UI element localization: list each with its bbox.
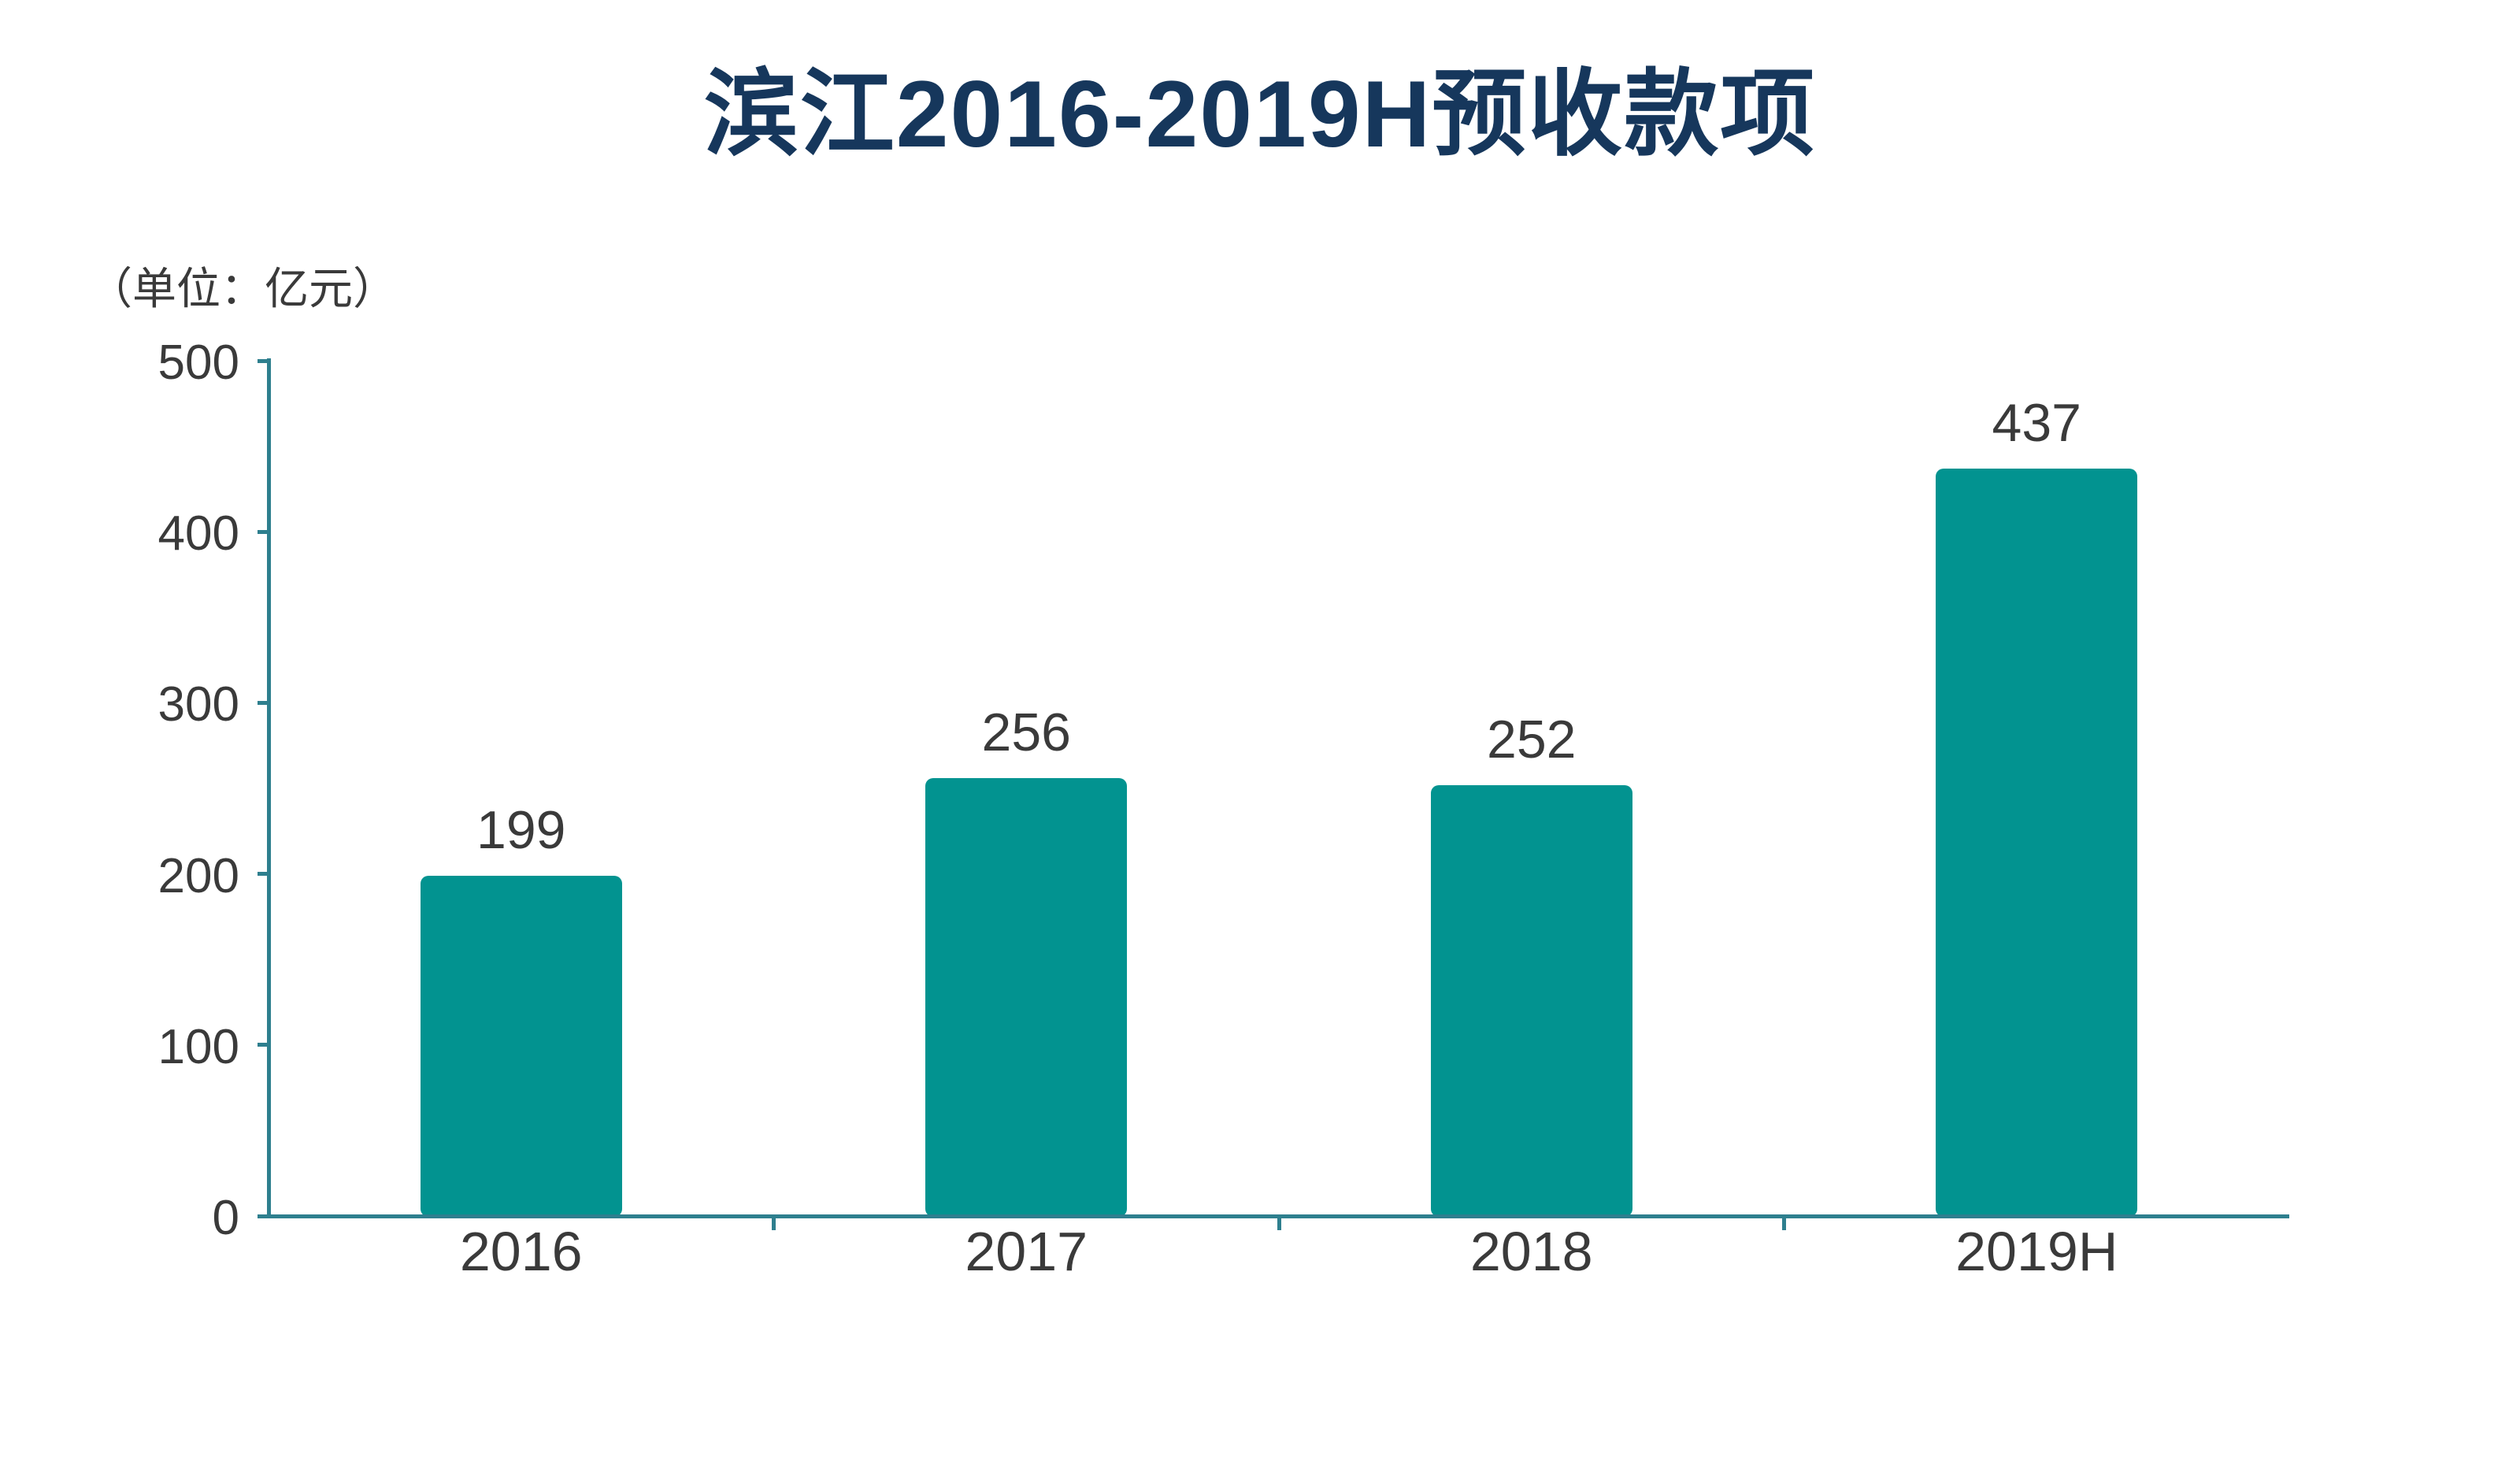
- y-axis-label: 0: [212, 1191, 239, 1245]
- y-axis-tick: [258, 358, 269, 363]
- bar-2017: [925, 777, 1128, 1217]
- x-axis-category-label: 2016: [459, 1221, 583, 1282]
- bar-2019H: [1936, 468, 2138, 1217]
- y-axis-label: 400: [158, 506, 239, 562]
- chart-title: 滨江2016-2019H预收款项: [703, 61, 1817, 167]
- y-axis-label: 300: [158, 677, 239, 732]
- bar-value-label: 252: [1487, 709, 1577, 769]
- y-axis-label: 100: [158, 1019, 239, 1074]
- bar-value-label: 199: [476, 799, 566, 860]
- x-axis-category-label: 2019H: [1955, 1221, 2118, 1282]
- y-axis-line: [266, 358, 271, 1218]
- x-axis-tick: [1277, 1217, 1281, 1230]
- x-axis-tick: [1782, 1217, 1786, 1230]
- unit-label: （单位：亿元）: [88, 264, 397, 313]
- x-axis-tick: [772, 1217, 776, 1230]
- bar-value-label: 437: [1992, 392, 2081, 453]
- x-axis-category-label: 2017: [965, 1221, 1088, 1282]
- bar-2018: [1430, 784, 1632, 1217]
- y-axis-label: 200: [158, 848, 239, 903]
- y-axis-tick: [258, 529, 269, 534]
- y-axis-tick: [258, 1043, 269, 1047]
- y-axis-tick: [258, 700, 269, 705]
- bar-value-label: 256: [981, 702, 1071, 762]
- x-axis-line: [258, 1214, 2289, 1218]
- x-axis-category-label: 2018: [1469, 1221, 1593, 1282]
- bar-2016: [420, 875, 622, 1217]
- y-axis-tick: [258, 872, 269, 877]
- y-axis-label: 500: [158, 336, 239, 390]
